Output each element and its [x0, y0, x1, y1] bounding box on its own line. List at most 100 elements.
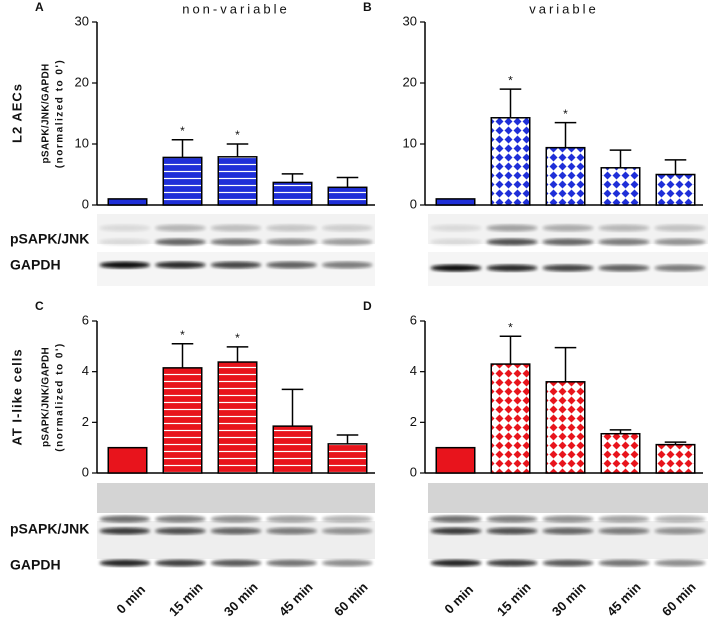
blot-band: [654, 559, 706, 567]
blot-band: [99, 261, 151, 269]
blot-band: [486, 264, 538, 272]
blot-label: GAPDH: [10, 257, 61, 273]
blot-band: [155, 515, 206, 523]
bar: [545, 381, 586, 474]
y-tick-label: 0: [410, 464, 417, 479]
y-tick-label: 20: [75, 74, 89, 89]
blot-band: [598, 238, 650, 246]
bar: [435, 198, 476, 206]
panel-letter: D: [363, 299, 372, 313]
blot-band: [430, 559, 482, 567]
blot-band: [210, 224, 262, 232]
row-label: AT I-like cells: [9, 348, 24, 445]
blot-band: [210, 238, 262, 246]
blot-band: [486, 515, 538, 523]
blot-band: [486, 527, 538, 535]
blot-band: [598, 515, 650, 523]
bar: [272, 425, 313, 474]
chart-title: non-variable: [182, 1, 290, 16]
row-label: L2 AECs: [9, 83, 24, 143]
blot-background: [97, 252, 375, 286]
blot-background: [97, 521, 375, 559]
significance-marker: *: [508, 73, 513, 87]
blot-band: [486, 559, 538, 567]
blot-band: [321, 527, 373, 535]
blot-band: [542, 264, 594, 272]
blot-band: [654, 238, 706, 246]
blot-label: GAPDH: [10, 557, 61, 573]
x-tick-label: 15 min: [166, 579, 206, 619]
blot-band: [266, 559, 317, 567]
blot-band: [155, 238, 206, 246]
blot-band: [430, 515, 482, 523]
y-axis-label: (normalized to 0'): [55, 342, 66, 451]
blot-band: [99, 224, 151, 232]
x-tick-label: 60 min: [659, 579, 699, 619]
blot-band: [430, 224, 482, 232]
bar: [107, 198, 148, 206]
blot-band: [598, 264, 650, 272]
x-tick-label: 0 min: [441, 582, 476, 617]
blot-band: [266, 238, 317, 246]
y-tick-label: 4: [82, 363, 89, 378]
blot-band: [321, 515, 373, 523]
blot-band: [155, 559, 206, 567]
blot-band: [321, 238, 373, 246]
blot-band: [99, 515, 151, 523]
y-tick-label: 0: [82, 196, 89, 211]
blot-band: [266, 261, 317, 269]
significance-marker: *: [180, 328, 185, 342]
blot-background: [428, 521, 708, 559]
x-tick-label: 30 min: [549, 579, 589, 619]
bar: [327, 186, 368, 206]
y-tick-label: 10: [403, 135, 417, 150]
x-tick-label: 60 min: [331, 579, 371, 619]
y-tick-label: 0: [410, 196, 417, 211]
bar: [600, 432, 641, 474]
y-tick-label: 4: [410, 363, 417, 378]
bar: [107, 446, 148, 474]
significance-marker: *: [235, 331, 240, 345]
blot-band: [486, 224, 538, 232]
blot-band: [266, 515, 317, 523]
blot-band: [654, 264, 706, 272]
chart-title: variable: [529, 1, 599, 16]
bar: [217, 156, 258, 206]
blot-band: [542, 559, 594, 567]
blot-label: pSAPK/JNK: [10, 231, 89, 247]
y-axis-label: pSAPK/JNK/GAPDH: [41, 347, 52, 447]
y-tick-label: 6: [410, 312, 417, 327]
blot-band: [542, 238, 594, 246]
bar: [272, 181, 313, 206]
blot-band: [598, 224, 650, 232]
blot-band: [210, 559, 262, 567]
y-tick-label: 2: [82, 414, 89, 429]
blot-background: [97, 483, 375, 513]
blot-band: [598, 559, 650, 567]
y-tick-label: 0: [82, 464, 89, 479]
blot-band: [210, 515, 262, 523]
bar: [490, 363, 531, 474]
x-tick-label: 45 min: [604, 579, 644, 619]
bar: [600, 167, 641, 206]
blot-band: [598, 527, 650, 535]
blot-band: [266, 527, 317, 535]
bar: [327, 443, 368, 474]
y-tick-label: 6: [82, 312, 89, 327]
significance-marker: *: [180, 124, 185, 138]
blot-band: [654, 527, 706, 535]
blot-band: [430, 264, 482, 272]
blot-label: pSAPK/JNK: [10, 521, 89, 537]
y-tick-label: 30: [75, 13, 89, 28]
blot-band: [542, 527, 594, 535]
panel-letter: A: [35, 0, 44, 14]
blot-band: [155, 261, 206, 269]
blot-band: [654, 224, 706, 232]
blot-band: [155, 527, 206, 535]
significance-marker: *: [235, 128, 240, 142]
x-tick-label: 30 min: [221, 579, 261, 619]
y-tick-label: 20: [403, 74, 417, 89]
panel-letter: C: [35, 299, 44, 313]
blot-band: [99, 559, 151, 567]
bar: [490, 117, 531, 206]
